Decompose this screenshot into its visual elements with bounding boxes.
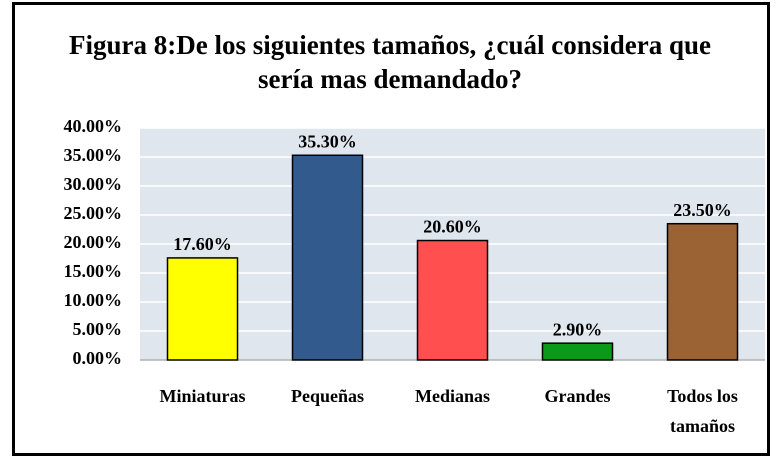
chart-title: Figura 8:De los siguientes tamaños, ¿cuá… xyxy=(68,30,711,94)
x-tick-label: Todos los tamaños xyxy=(667,386,738,436)
x-tick-label: Pequeñas xyxy=(291,386,364,406)
data-label: 35.30% xyxy=(298,131,357,151)
bar xyxy=(541,342,614,361)
y-tick-label: 25.00% xyxy=(64,203,123,223)
bar xyxy=(166,257,239,361)
x-tick-label: Grandes xyxy=(544,386,610,406)
x-tick-label: Medianas xyxy=(415,386,490,406)
y-tick-label: 15.00% xyxy=(64,261,123,281)
bar xyxy=(666,222,739,361)
data-label: 2.90% xyxy=(553,319,603,339)
bar xyxy=(416,239,489,361)
y-tick-label: 35.00% xyxy=(64,145,123,165)
data-label: 23.50% xyxy=(673,200,732,220)
data-label: 20.60% xyxy=(423,217,482,237)
y-tick-label: 20.00% xyxy=(64,232,123,252)
y-tick-label: 30.00% xyxy=(64,174,123,194)
data-label: 17.60% xyxy=(173,234,232,254)
bar xyxy=(291,154,364,361)
y-tick-label: 5.00% xyxy=(73,319,123,339)
y-tick-label: 40.00% xyxy=(64,116,123,136)
y-tick-label: 10.00% xyxy=(64,290,123,310)
x-tick-label: Miniaturas xyxy=(159,386,245,406)
y-tick-label: 0.00% xyxy=(73,348,123,368)
